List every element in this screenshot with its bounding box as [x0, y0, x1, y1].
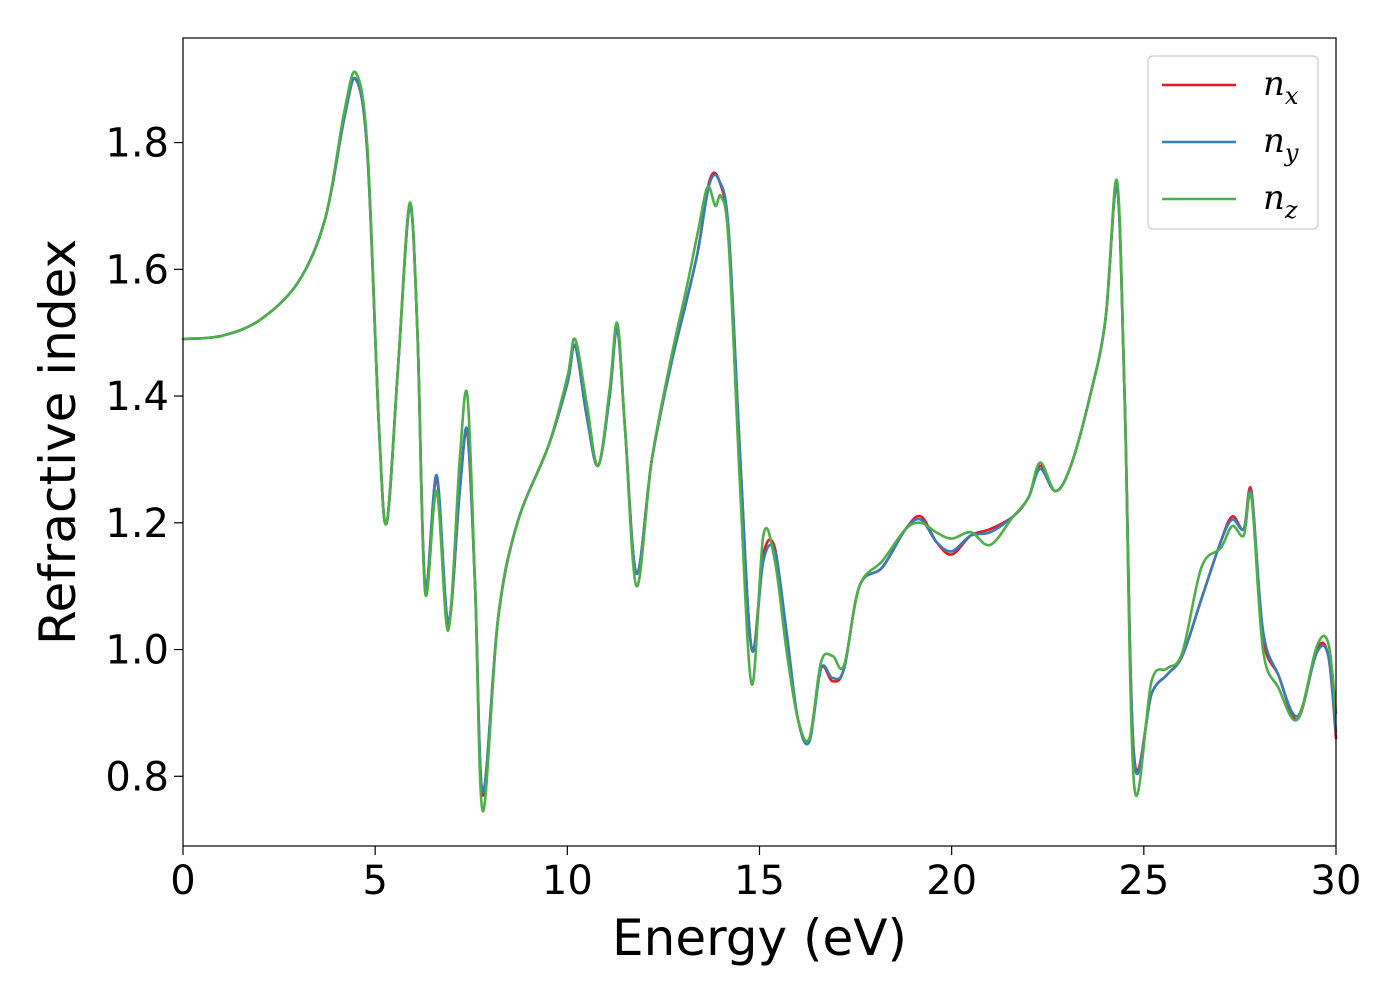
x-tick-label: 15: [734, 858, 785, 904]
x-tick-label: 20: [926, 858, 977, 904]
y-tick-label: 1.2: [105, 501, 169, 547]
x-axis-ticks: 0 5 10 15 20 25 30: [170, 846, 1361, 904]
y-tick-label: 1.4: [105, 374, 169, 420]
legend: nx ny nz: [1147, 55, 1319, 230]
x-tick-label: 25: [1118, 858, 1169, 904]
y-axis-title: Refractive index: [29, 239, 87, 645]
legend-items: nx ny nz: [1162, 64, 1299, 224]
x-tick-label: 5: [362, 858, 387, 904]
legend-label-y: ny: [1263, 121, 1299, 167]
series-layer: [181, 70, 1338, 813]
x-tick-label: 0: [170, 858, 195, 904]
x-axis-title: Energy (eV): [612, 909, 907, 967]
y-tick-label: 0.8: [105, 754, 169, 800]
series-line-n-z: [181, 70, 1338, 813]
legend-label-z: nz: [1263, 178, 1298, 224]
x-tick-label: 30: [1311, 858, 1362, 904]
legend-label-x: nx: [1263, 64, 1299, 110]
y-axis-ticks: 0.8 1.0 1.2 1.4 1.6 1.8: [105, 121, 183, 800]
y-tick-label: 1.6: [105, 247, 169, 293]
y-tick-label: 1.8: [105, 121, 169, 167]
x-tick-label: 10: [542, 858, 593, 904]
y-tick-label: 1.0: [105, 628, 169, 674]
